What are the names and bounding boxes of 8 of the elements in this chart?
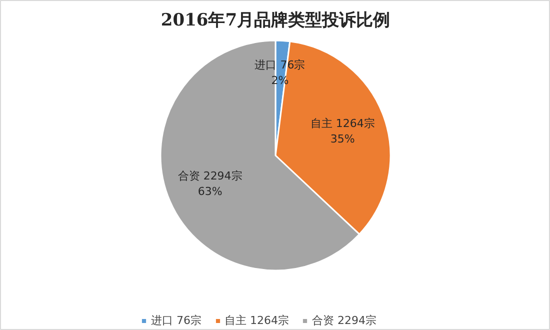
legend-label: 自主 1264宗 bbox=[224, 313, 289, 328]
slice-label: 合资 2294宗 bbox=[178, 170, 242, 183]
slice-label: 自主 1264宗 bbox=[310, 117, 375, 130]
data-label: 35% bbox=[330, 132, 355, 146]
data-label: 63% bbox=[198, 185, 222, 198]
chart-title: 2016年7月品牌类型投诉比例 bbox=[160, 10, 390, 30]
legend-label: 合资 2294宗 bbox=[312, 313, 376, 328]
legend-label: 进口 76宗 bbox=[151, 313, 202, 328]
